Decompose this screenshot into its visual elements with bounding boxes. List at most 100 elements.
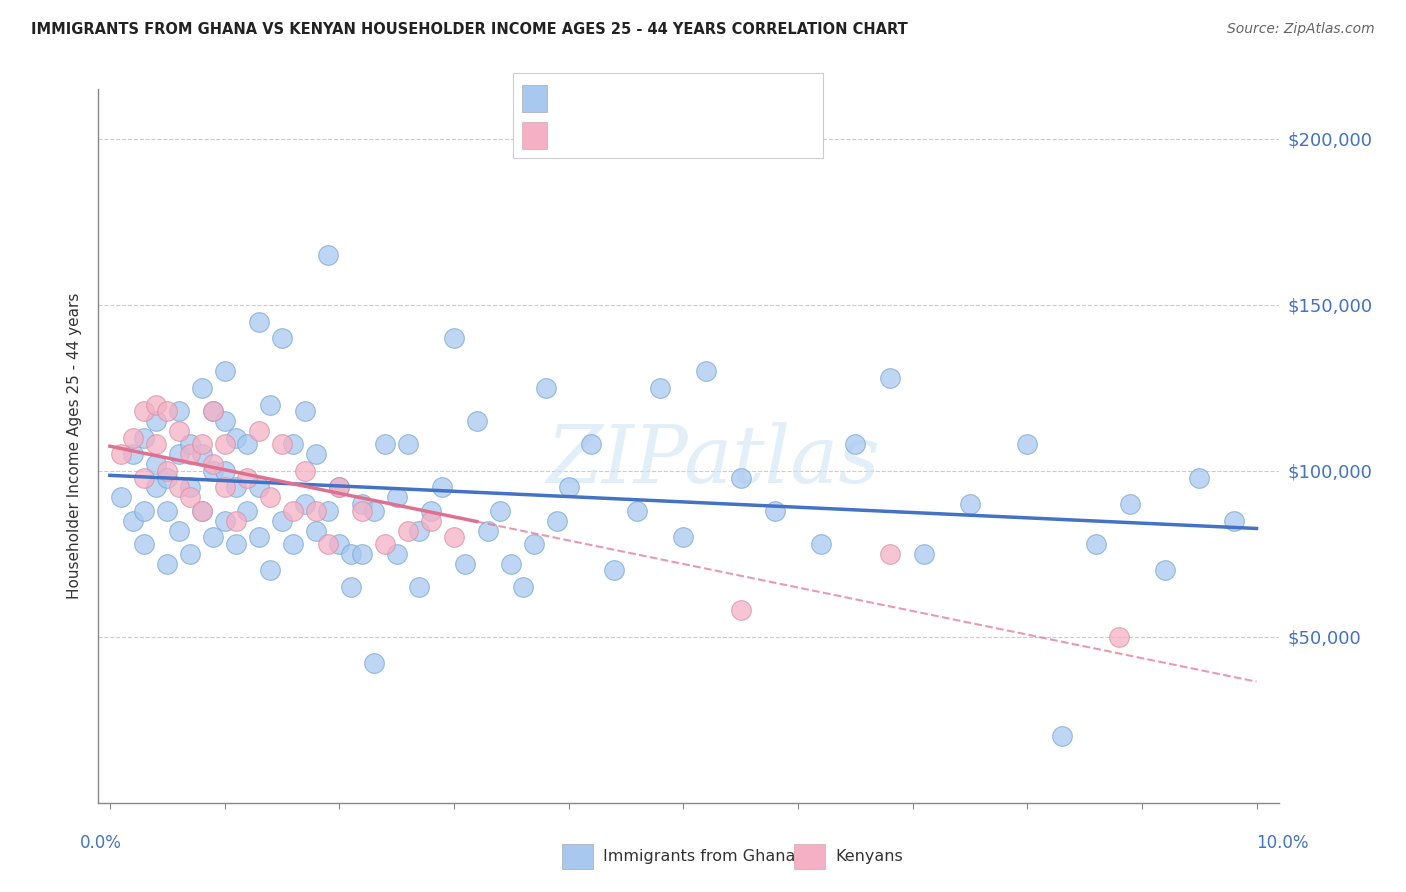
Point: [352, 497, 374, 511]
Point: [294, 497, 316, 511]
Point: [339, 547, 361, 561]
Point: [247, 424, 270, 438]
Point: [247, 481, 270, 495]
Point: [328, 481, 350, 495]
Point: [156, 464, 179, 478]
Point: [374, 437, 396, 451]
Point: [501, 557, 523, 571]
Point: [512, 580, 534, 594]
Point: [408, 524, 430, 538]
Point: [190, 504, 212, 518]
Point: [214, 414, 236, 428]
Point: [225, 514, 247, 528]
Text: Kenyans: Kenyans: [835, 849, 903, 863]
Point: [145, 481, 167, 495]
Point: [145, 437, 167, 451]
Point: [420, 514, 443, 528]
Point: [339, 580, 361, 594]
Point: [202, 530, 225, 544]
Point: [1188, 470, 1211, 484]
Point: [283, 504, 305, 518]
Text: ZIPatlas: ZIPatlas: [546, 422, 879, 499]
Point: [134, 404, 156, 418]
Point: [190, 504, 212, 518]
Text: R =: R =: [555, 89, 592, 107]
Point: [156, 404, 179, 418]
Point: [270, 331, 292, 345]
Point: [179, 437, 201, 451]
Point: [145, 397, 167, 411]
Point: [1108, 630, 1130, 644]
Point: [363, 657, 385, 671]
Point: [385, 547, 408, 561]
Point: [432, 481, 454, 495]
Point: [156, 504, 179, 518]
Point: [810, 537, 832, 551]
Point: [523, 537, 546, 551]
Point: [179, 447, 201, 461]
Text: -0.088: -0.088: [589, 89, 648, 107]
Point: [190, 381, 212, 395]
Point: [121, 431, 143, 445]
Text: -0.191: -0.191: [589, 127, 648, 145]
Point: [145, 414, 167, 428]
Point: [225, 481, 247, 495]
Point: [603, 564, 626, 578]
Point: [534, 381, 557, 395]
Text: IMMIGRANTS FROM GHANA VS KENYAN HOUSEHOLDER INCOME AGES 25 - 44 YEARS CORRELATIO: IMMIGRANTS FROM GHANA VS KENYAN HOUSEHOL…: [31, 22, 908, 37]
Point: [294, 464, 316, 478]
Point: [844, 437, 866, 451]
Point: [695, 364, 717, 378]
Point: [488, 504, 510, 518]
Point: [110, 491, 132, 505]
Point: [879, 371, 901, 385]
Point: [121, 447, 143, 461]
Point: [110, 447, 132, 461]
Point: [959, 497, 981, 511]
Point: [236, 470, 259, 484]
Point: [134, 537, 156, 551]
Point: [879, 547, 901, 561]
Point: [202, 404, 225, 418]
Point: [190, 447, 212, 461]
Point: [179, 481, 201, 495]
Point: [236, 504, 259, 518]
Point: [316, 504, 339, 518]
Point: [454, 557, 477, 571]
Point: [465, 414, 488, 428]
Point: [477, 524, 499, 538]
Point: [328, 481, 350, 495]
Point: [190, 437, 212, 451]
Point: [730, 470, 752, 484]
Point: [283, 437, 305, 451]
Point: [305, 447, 328, 461]
Point: [305, 504, 328, 518]
Point: [167, 481, 190, 495]
Point: [202, 404, 225, 418]
Text: 95: 95: [699, 89, 721, 107]
Point: [912, 547, 935, 561]
Point: [247, 530, 270, 544]
Point: [1085, 537, 1108, 551]
Point: [363, 504, 385, 518]
Point: [259, 491, 281, 505]
Point: [420, 504, 443, 518]
Point: [328, 537, 350, 551]
Point: [145, 457, 167, 471]
Point: [1153, 564, 1175, 578]
Point: [202, 464, 225, 478]
Point: [236, 437, 259, 451]
Point: [557, 481, 579, 495]
Point: [396, 524, 419, 538]
Point: [270, 514, 292, 528]
Point: [259, 397, 281, 411]
Point: [225, 431, 247, 445]
Point: [396, 437, 419, 451]
Point: [214, 437, 236, 451]
Point: [247, 314, 270, 328]
Point: [294, 404, 316, 418]
Text: 10.0%: 10.0%: [1256, 834, 1309, 852]
Point: [179, 491, 201, 505]
Point: [134, 470, 156, 484]
Text: 36: 36: [699, 127, 721, 145]
